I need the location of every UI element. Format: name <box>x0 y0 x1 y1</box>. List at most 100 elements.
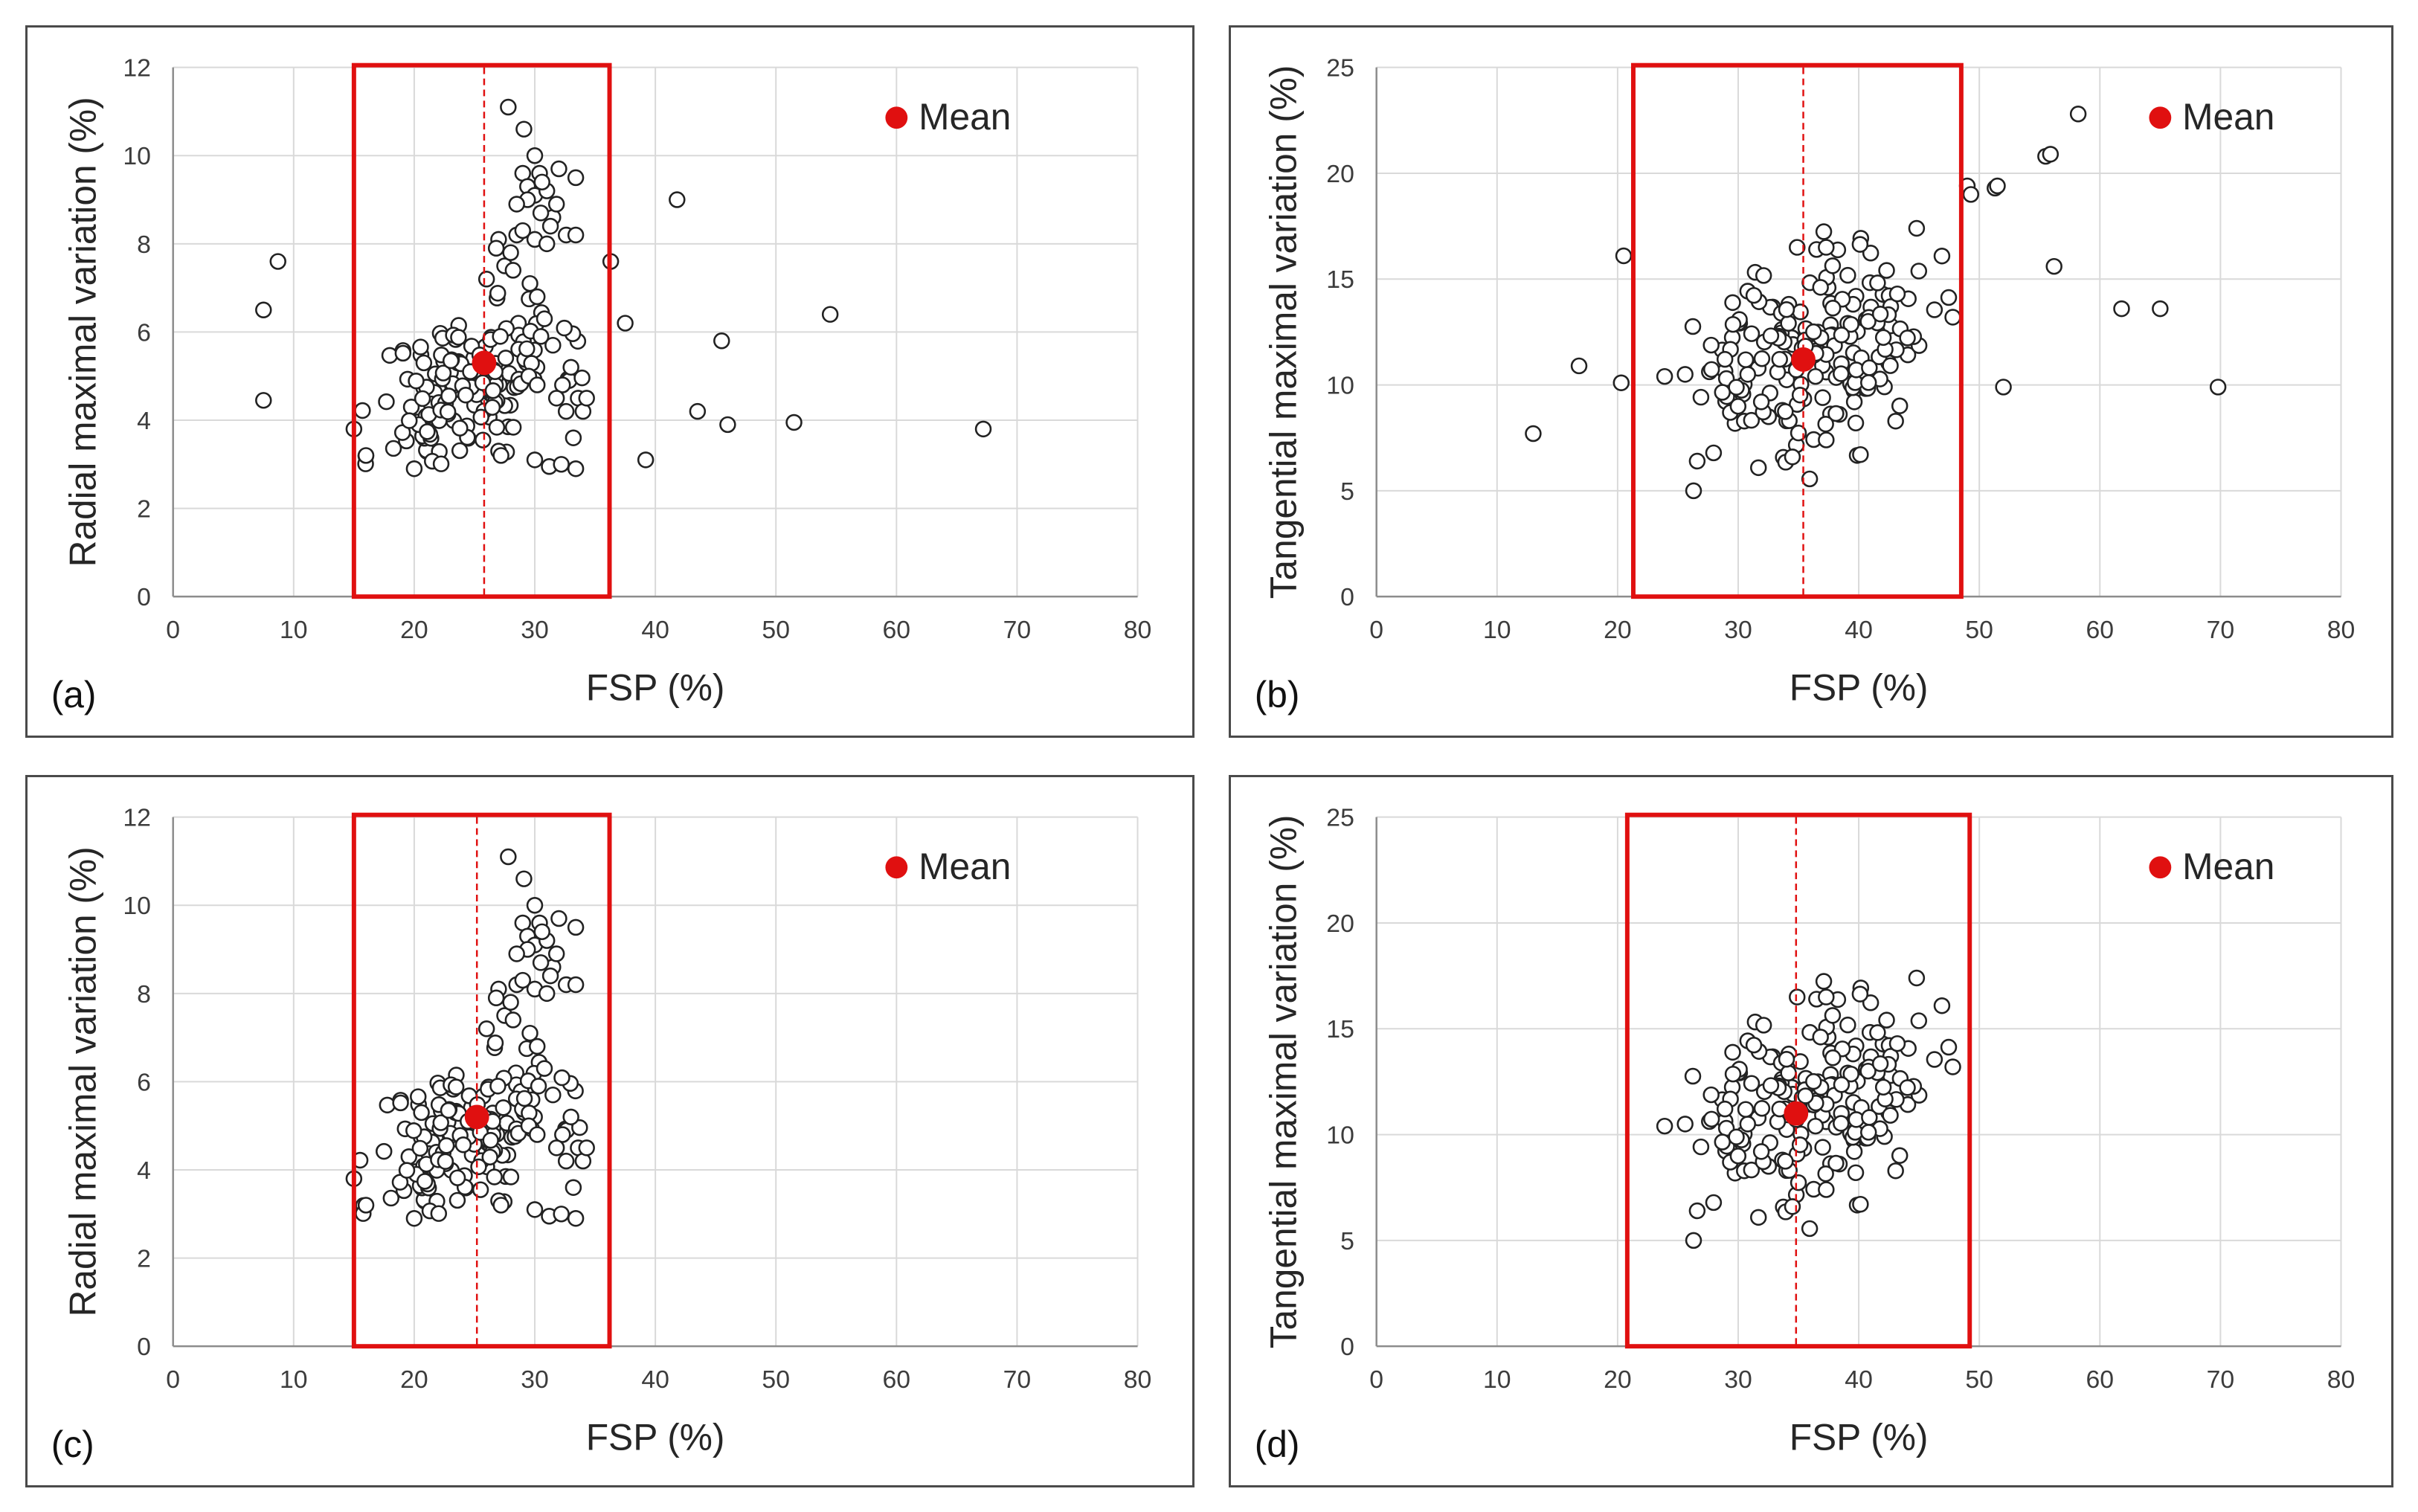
data-point <box>1777 403 1794 420</box>
legend-mean-marker <box>2149 856 2172 879</box>
data-point <box>554 376 571 393</box>
x-tick-label: 10 <box>280 1365 308 1394</box>
data-point <box>500 848 517 866</box>
x-tick-label: 50 <box>762 616 790 644</box>
data-point <box>1685 1232 1702 1249</box>
panel-label: (a) <box>51 674 97 715</box>
data-point <box>1792 303 1809 321</box>
x-tick-label: 50 <box>1965 1365 1993 1394</box>
data-point <box>526 897 544 914</box>
data-point <box>567 1209 585 1227</box>
x-tick-label: 10 <box>280 616 308 644</box>
y-tick-label: 0 <box>1340 1333 1354 1361</box>
data-point <box>554 1126 571 1143</box>
data-point <box>1525 425 1542 443</box>
data-point <box>1780 1064 1797 1081</box>
x-axis-label: FSP (%) <box>586 666 725 708</box>
data-point <box>1716 1100 1734 1118</box>
data-point <box>504 262 522 279</box>
y-tick-label: 0 <box>137 1333 151 1361</box>
data-point <box>432 1114 449 1131</box>
data-point <box>529 1126 546 1143</box>
data-point <box>1777 1153 1794 1170</box>
chart-panel-b: 0 10 20 30 40 50 60 70 80 0 5 10 15 20 25 FSP (%) Tangen… <box>1229 25 2393 738</box>
data-point <box>533 328 550 345</box>
data-point <box>1570 357 1588 375</box>
data-point <box>1755 1017 1772 1034</box>
data-point <box>2152 300 2169 318</box>
legend-mean-label: Mean <box>919 846 1011 887</box>
data-point <box>508 945 525 962</box>
data-point <box>553 1206 570 1223</box>
data-point <box>1824 1007 1842 1024</box>
data-point <box>541 967 559 985</box>
data-point <box>1869 1024 1886 1041</box>
data-point <box>562 1108 579 1126</box>
x-axis-label: FSP (%) <box>1790 1416 1929 1458</box>
data-point <box>457 386 475 404</box>
data-point <box>1818 988 1835 1006</box>
y-axis-label: Radial maximal variation (%) <box>62 846 103 1316</box>
data-point <box>1824 1049 1842 1067</box>
x-tick-label: 20 <box>400 616 428 644</box>
data-point <box>1807 1117 1824 1135</box>
x-tick-label: 50 <box>762 1365 790 1394</box>
data-point <box>578 1139 595 1156</box>
data-point <box>416 1173 434 1190</box>
y-tick-label: 0 <box>1340 583 1354 611</box>
data-point <box>547 390 565 407</box>
data-point <box>1815 223 1833 240</box>
data-point <box>578 390 595 407</box>
data-point <box>1762 1077 1780 1094</box>
x-tick-label: 20 <box>1604 1365 1632 1394</box>
data-point <box>521 274 538 292</box>
data-point <box>1716 350 1734 368</box>
data-point <box>1887 1162 1904 1180</box>
data-point <box>1815 973 1833 990</box>
data-point <box>1749 459 1767 477</box>
data-point <box>532 205 550 222</box>
data-point <box>567 976 585 994</box>
x-tick-label: 70 <box>1003 1365 1032 1394</box>
data-point <box>1814 389 1831 406</box>
y-tick-label: 15 <box>1326 266 1354 294</box>
data-point <box>486 1168 503 1186</box>
data-point <box>1933 248 1951 265</box>
data-point <box>1790 424 1807 442</box>
data-point <box>1891 397 1909 414</box>
data-point <box>1771 350 1788 368</box>
data-point <box>1847 1164 1865 1182</box>
data-point <box>544 336 562 354</box>
y-tick-label: 15 <box>1326 1015 1354 1043</box>
data-point <box>526 147 544 164</box>
data-point <box>489 1078 507 1095</box>
data-point <box>1702 361 1720 379</box>
y-tick-label: 20 <box>1326 160 1354 188</box>
data-point <box>1827 405 1845 422</box>
panel-label: (d) <box>1255 1423 1300 1465</box>
panel-label: (b) <box>1255 674 1300 715</box>
data-point <box>448 1191 466 1209</box>
data-point <box>544 1086 562 1104</box>
data-point <box>1842 315 1859 333</box>
x-tick-label: 0 <box>1369 616 1383 644</box>
data-point <box>1933 997 1951 1014</box>
data-point <box>394 344 412 362</box>
data-point <box>547 945 565 962</box>
y-tick-label: 6 <box>137 318 151 347</box>
data-point <box>1908 969 1926 987</box>
data-point <box>1688 452 1706 470</box>
data-point <box>1842 1065 1859 1083</box>
data-point <box>553 456 570 473</box>
data-point <box>1882 1107 1899 1124</box>
data-point <box>1688 1202 1706 1220</box>
data-point <box>1789 988 1806 1006</box>
data-point <box>413 1104 430 1122</box>
data-point <box>1899 1079 1916 1096</box>
data-point <box>1702 336 1720 354</box>
data-point <box>1847 414 1865 432</box>
data-point <box>526 1201 544 1218</box>
data-point <box>414 390 431 408</box>
y-tick-label: 25 <box>1326 54 1354 83</box>
data-point <box>497 350 515 367</box>
